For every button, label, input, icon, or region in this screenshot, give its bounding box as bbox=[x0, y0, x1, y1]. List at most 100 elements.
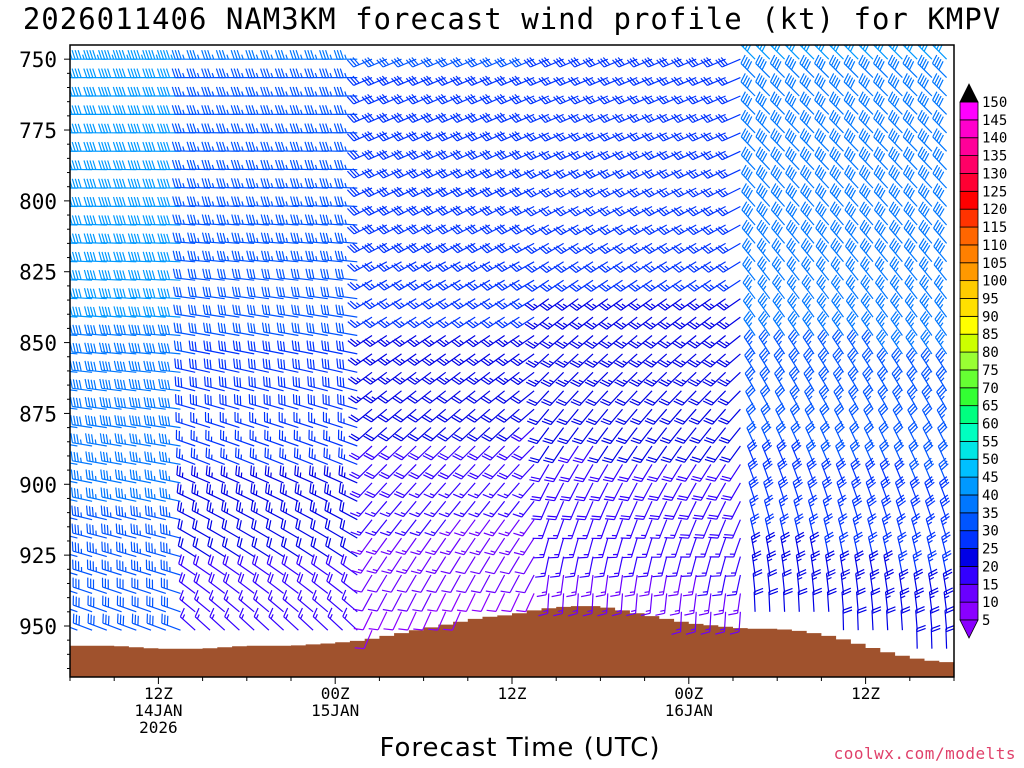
wind-barb bbox=[610, 574, 624, 597]
wind-barb bbox=[215, 50, 240, 60]
wind-barb bbox=[479, 242, 505, 254]
wind-barb bbox=[309, 483, 329, 502]
wind-barb bbox=[220, 447, 240, 465]
wind-barb bbox=[935, 347, 948, 373]
wind-barb bbox=[99, 378, 122, 392]
wind-barb bbox=[348, 408, 373, 423]
wind-barb bbox=[453, 500, 476, 518]
wind-barb bbox=[823, 513, 834, 539]
wind-barb bbox=[127, 141, 152, 152]
wind-barb bbox=[464, 205, 491, 216]
wind-barb bbox=[856, 587, 866, 612]
wind-barb bbox=[376, 149, 402, 161]
wind-barb bbox=[900, 606, 911, 631]
wind-barb bbox=[261, 304, 284, 318]
wind-barb bbox=[612, 76, 638, 86]
wind-barb bbox=[186, 178, 211, 189]
wind-barb bbox=[648, 501, 668, 520]
wind-barb bbox=[700, 113, 726, 124]
wind-barb bbox=[641, 205, 667, 217]
wind-barb bbox=[341, 589, 358, 613]
wind-barb bbox=[217, 322, 240, 337]
wind-barb bbox=[830, 237, 844, 263]
wind-barb bbox=[800, 183, 815, 207]
wind-barb bbox=[129, 451, 152, 465]
wind-barb bbox=[688, 390, 712, 406]
wind-barb bbox=[862, 384, 874, 410]
wind-barb bbox=[757, 292, 771, 318]
wind-barb bbox=[483, 500, 506, 518]
wind-barb bbox=[261, 286, 284, 300]
wind-barb bbox=[644, 408, 668, 425]
wind-barb bbox=[157, 123, 181, 134]
wind-barb bbox=[190, 429, 211, 447]
x-tick-label: 12Z bbox=[851, 684, 880, 703]
wind-barb bbox=[363, 463, 388, 480]
wind-barb bbox=[279, 483, 299, 502]
wind-barb bbox=[144, 487, 166, 502]
wind-barb bbox=[671, 132, 697, 142]
wind-barb bbox=[685, 187, 712, 198]
colorbar-label: 65 bbox=[982, 399, 999, 415]
wind-barb bbox=[219, 394, 240, 410]
wind-barb bbox=[933, 238, 948, 263]
wind-barb bbox=[618, 482, 638, 502]
wind-barb bbox=[570, 371, 594, 388]
wind-barb bbox=[553, 169, 579, 179]
wind-barb bbox=[326, 572, 343, 594]
wind-barb bbox=[586, 427, 609, 445]
wind-barb bbox=[377, 408, 402, 423]
wind-barb bbox=[524, 316, 550, 330]
wind-barb bbox=[657, 298, 682, 311]
wind-barb bbox=[494, 242, 520, 254]
wind-barb bbox=[685, 611, 697, 635]
wind-barb bbox=[249, 429, 270, 447]
x-tick-label: 14JAN bbox=[134, 701, 182, 720]
wind-barb bbox=[907, 420, 919, 447]
colorbar-label: 45 bbox=[982, 470, 999, 486]
wind-barb bbox=[585, 390, 609, 407]
colorbar-swatch bbox=[959, 405, 979, 424]
wind-barb bbox=[161, 595, 181, 613]
wind-barb bbox=[790, 420, 801, 447]
wind-barb bbox=[942, 568, 953, 594]
wind-barb bbox=[113, 233, 137, 244]
wind-barb bbox=[700, 132, 726, 142]
wind-barb bbox=[309, 500, 329, 521]
wind-barb bbox=[799, 164, 815, 189]
wind-barb bbox=[588, 464, 609, 483]
wind-barb bbox=[902, 45, 918, 60]
wind-barb bbox=[788, 347, 800, 373]
wind-barb bbox=[142, 141, 166, 152]
wind-barb bbox=[556, 408, 579, 426]
colorbar-swatch bbox=[959, 548, 979, 567]
wind-barb bbox=[450, 186, 476, 198]
wind-barb bbox=[861, 329, 874, 355]
wind-barb bbox=[535, 556, 550, 578]
wind-barb bbox=[540, 371, 565, 388]
wind-barb bbox=[70, 433, 93, 447]
wind-barb bbox=[142, 269, 166, 281]
wind-barb bbox=[542, 427, 565, 445]
wind-barb bbox=[451, 427, 476, 442]
wind-barb bbox=[717, 371, 741, 387]
wind-barb bbox=[843, 91, 859, 115]
wind-barb bbox=[494, 224, 520, 235]
wind-barb bbox=[873, 45, 889, 60]
wind-barb bbox=[770, 201, 786, 226]
wind-barb bbox=[626, 169, 653, 179]
wind-barb bbox=[512, 500, 535, 518]
wind-barb bbox=[858, 54, 874, 79]
wind-barb bbox=[829, 164, 844, 189]
wind-barb bbox=[873, 183, 889, 207]
colorbar-swatch bbox=[959, 101, 979, 121]
wind-barb bbox=[523, 113, 550, 124]
wind-barb bbox=[435, 112, 461, 123]
wind-barb bbox=[905, 347, 918, 373]
credit-link[interactable]: coolwx.com/modelts bbox=[833, 744, 1016, 763]
wind-barb bbox=[143, 342, 166, 355]
wind-barb bbox=[245, 68, 269, 79]
wind-barb bbox=[481, 445, 506, 461]
wind-barb bbox=[479, 149, 505, 161]
wind-barb bbox=[550, 556, 565, 578]
